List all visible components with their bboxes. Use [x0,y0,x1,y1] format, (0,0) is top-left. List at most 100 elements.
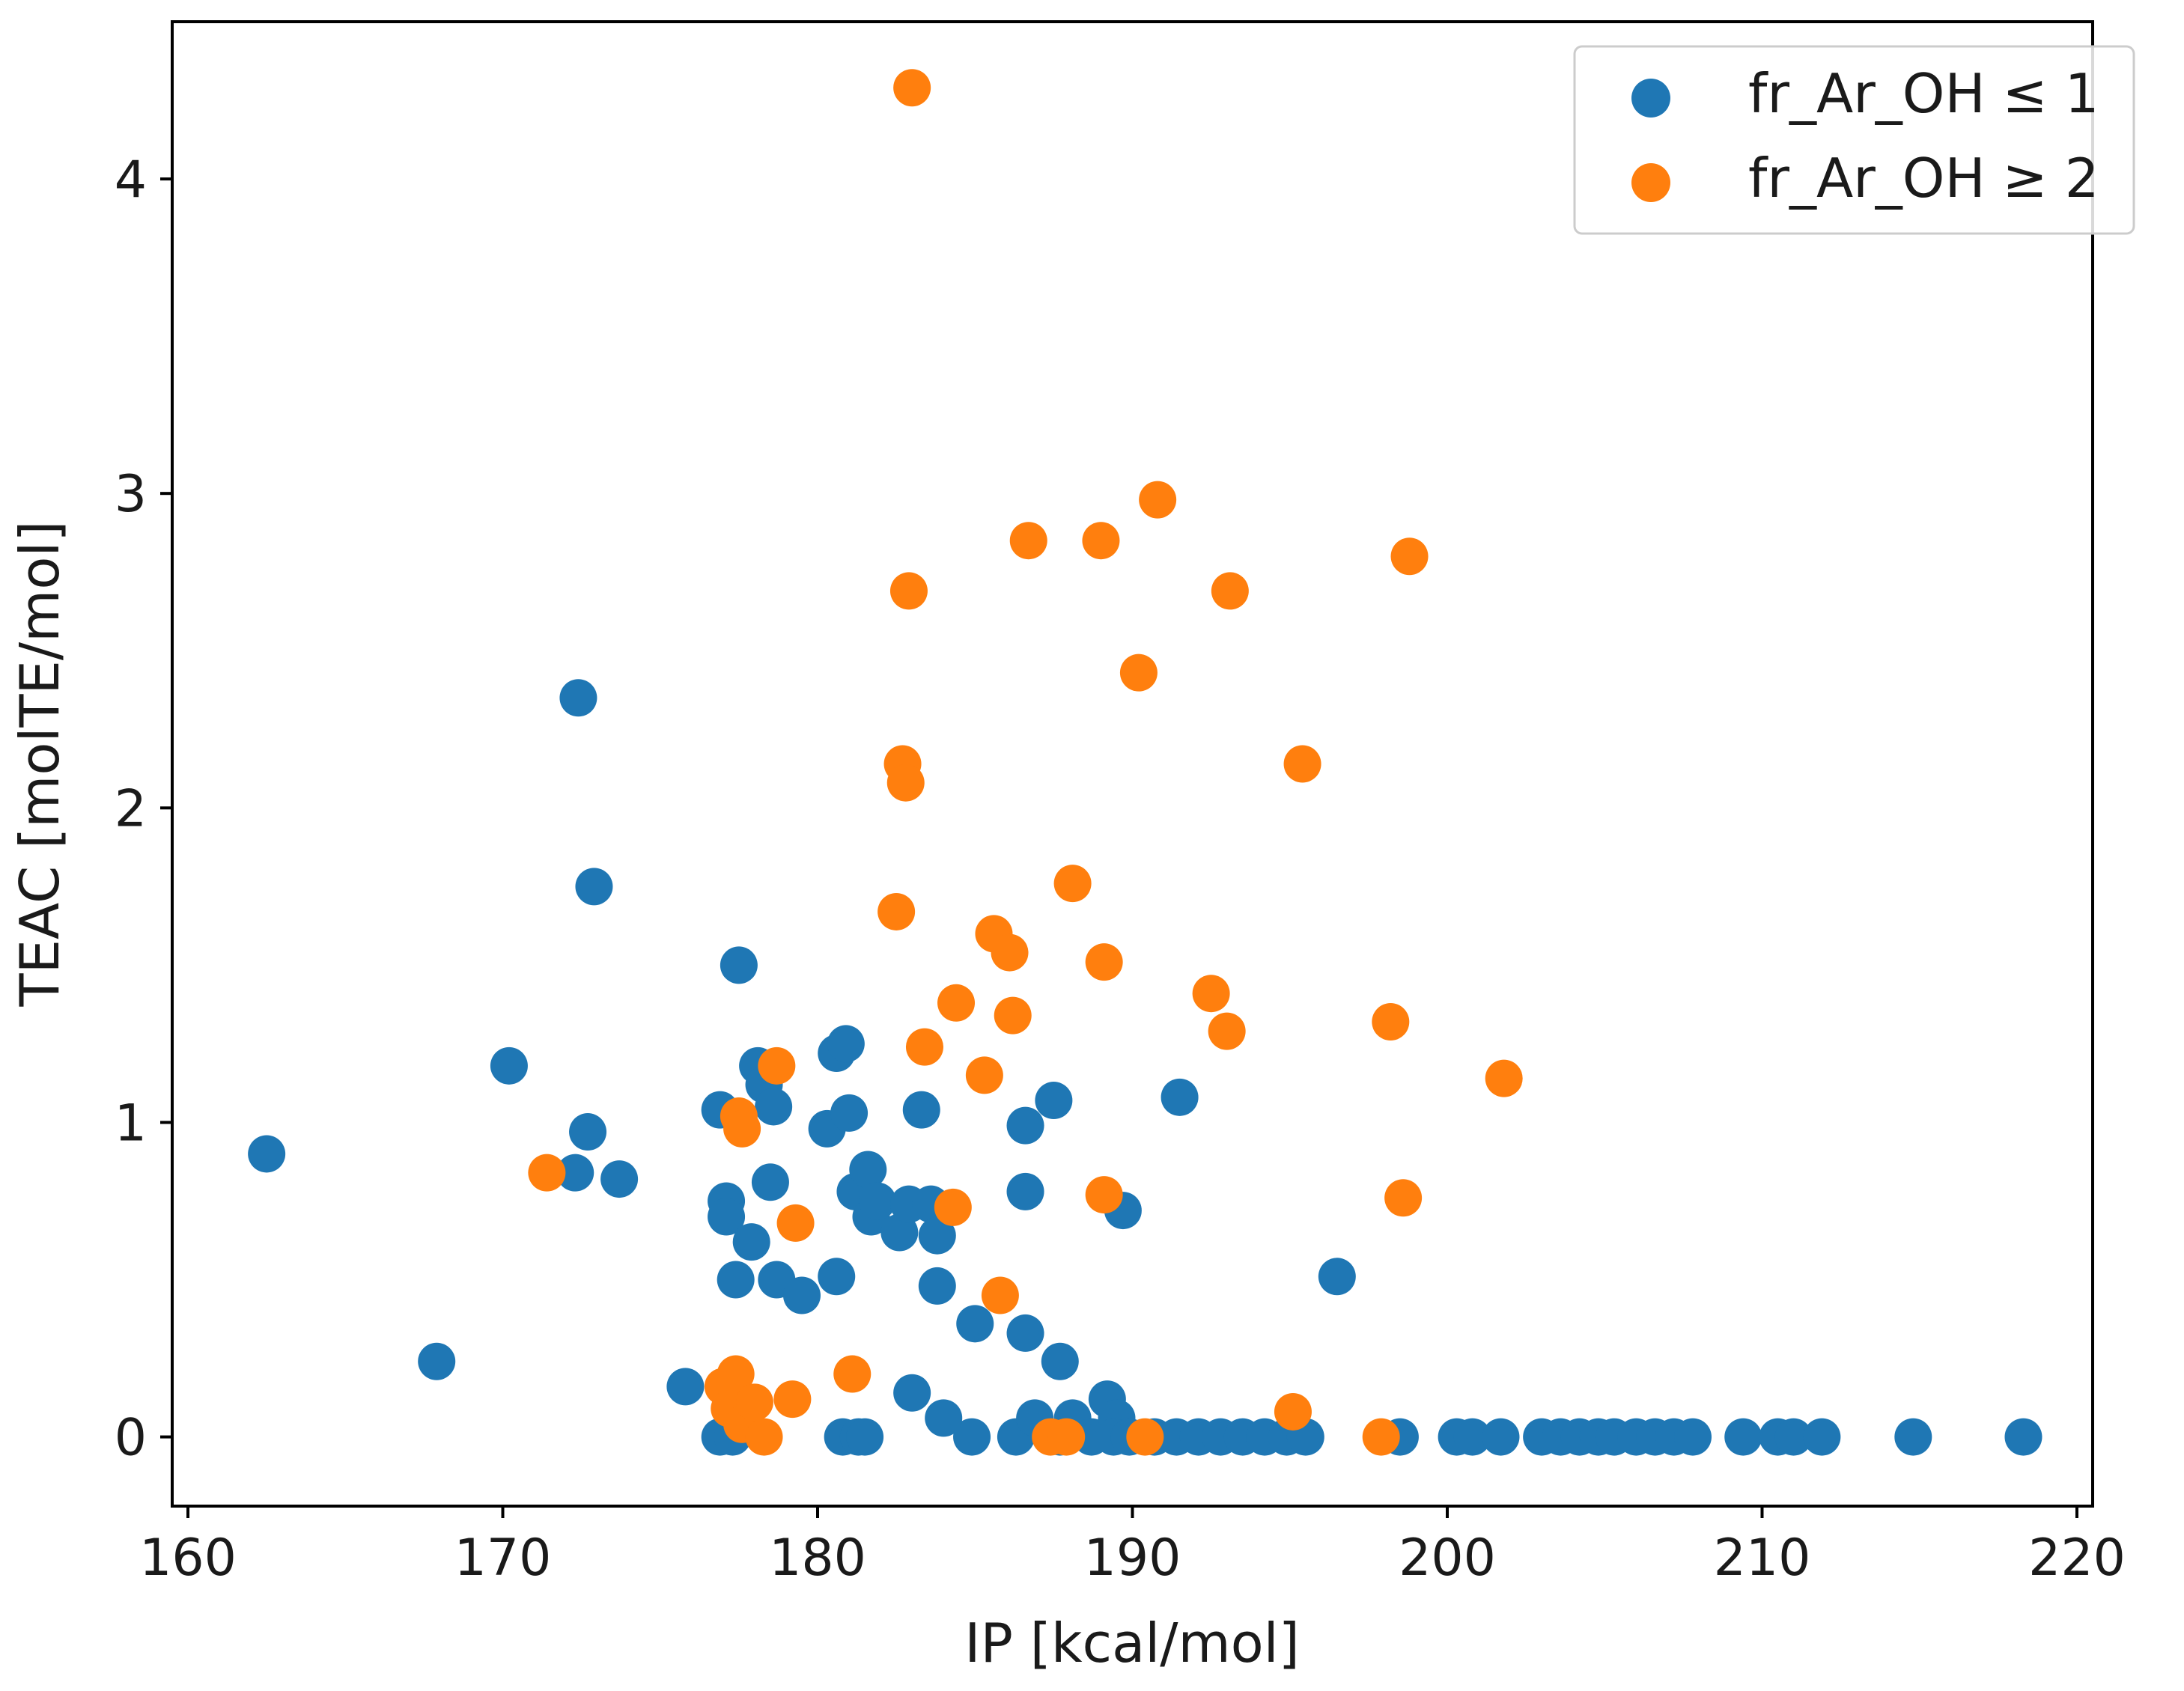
scatter-point-high [1126,1418,1164,1456]
scatter-point-high [991,933,1029,972]
scatter-point-high [1139,481,1177,519]
scatter-point-low [1774,1418,1813,1456]
scatter-point-low [1041,1342,1079,1380]
scatter-point-high [1362,1418,1400,1456]
scatter-point-high [528,1154,566,1192]
data-points [248,69,2042,1456]
scatter-point-low [732,1223,770,1261]
scatter-point-low [569,1113,607,1151]
scatter-point-high [776,1204,815,1242]
scatter-point-high [758,1046,796,1085]
scatter-point-high [1009,522,1047,560]
legend-label-low: fr_Ar_OH ≤ 1 [1748,62,2099,125]
scatter-point-low [1161,1078,1199,1116]
scatter-point-high [1085,943,1123,981]
scatter-point-low [925,1399,963,1437]
legend-box [1573,45,2135,235]
scatter-point-high [1211,572,1249,610]
scatter-point-low [1803,1418,1841,1456]
scatter-point-high [1485,1059,1523,1097]
scatter-point-low [818,1258,856,1296]
scatter-point-low [1724,1418,1762,1456]
scatter-point-high [1283,745,1321,783]
x-tick-label: 200 [1399,1529,1496,1588]
scatter-point-high [735,1383,773,1422]
y-tick-label: 4 [115,150,147,210]
scatter-point-high [934,1188,972,1226]
scatter-point-low [490,1046,528,1085]
scatter-point-high [773,1380,812,1419]
scatter-point-low [893,1374,931,1412]
scatter-point-low [846,1418,884,1456]
legend-label-high: fr_Ar_OH ≥ 2 [1748,147,2099,210]
scatter-point-low [2004,1418,2042,1456]
scatter-point-low [1453,1418,1491,1456]
x-tick-label: 180 [769,1529,866,1588]
scatter-point-low [1006,1106,1044,1145]
scatter-point-high [1208,1012,1246,1050]
scatter-point-high [965,1056,1003,1094]
scatter-point-low [575,868,613,906]
y-tick-label: 1 [115,1094,147,1153]
scatter-point-low [720,946,758,984]
scatter-point-high [1390,537,1429,576]
scatter-point-low [666,1368,705,1406]
scatter-point-low [708,1198,746,1236]
scatter-point-high [1372,1003,1410,1041]
x-tick-label: 190 [1084,1529,1181,1588]
x-tick-label: 170 [454,1529,552,1588]
scatter-point-high [994,996,1032,1035]
scatter-point-low [600,1160,639,1198]
legend-marker-high [1631,163,1670,202]
scatter-point-low [1006,1172,1044,1210]
scatter-point-low [751,1163,789,1201]
scatter-point-high [981,1276,1019,1314]
scatter-point-low [782,1276,821,1314]
scatter-point-high [1047,1418,1086,1456]
scatter-point-high [745,1418,783,1456]
scatter-point-low [1482,1418,1520,1456]
scatter-point-high [905,1028,943,1066]
x-tick-label: 160 [139,1529,237,1588]
scatter-point-high [723,1109,761,1148]
y-axis-ticks: 0 1 2 3 4 [115,150,172,1468]
scatter-point-high [717,1355,755,1393]
scatter-point-low [830,1094,869,1132]
scatter-point-high [889,572,928,610]
scatter-point-high [1274,1392,1312,1431]
scatter-point-high [1082,522,1120,560]
scatter-point-high [1119,653,1158,692]
scatter-point-high [877,892,916,930]
scatter-point-low [1894,1418,1932,1456]
y-tick-label: 3 [115,465,147,524]
scatter-point-high [1192,975,1230,1013]
scatter-point-low [953,1418,991,1456]
scatter-point-low [755,1088,793,1126]
legend-marker-low [1631,79,1670,118]
x-axis-label: IP [kcal/mol] [964,1612,1300,1675]
scatter-point-low [418,1342,456,1380]
scatter-point-low [880,1213,919,1252]
y-tick-label: 0 [115,1409,147,1468]
scatter-point-low [918,1216,956,1255]
scatter-point-high [893,69,931,107]
scatter-point-low [858,1182,896,1220]
x-tick-label: 210 [1714,1529,1811,1588]
scatter-point-high [886,764,925,802]
legend: fr_Ar_OH ≤ 1 fr_Ar_OH ≥ 2 [1573,45,2135,235]
scatter-point-low [902,1091,940,1129]
scatter-point-low [1318,1258,1356,1296]
y-axis-label: TEAC [molTE/mol] [8,521,71,1008]
x-axis-ticks: 160 170 180 190 200 210 220 [139,1506,2126,1588]
scatter-point-high [1085,1176,1123,1214]
scatter-point-high [1384,1179,1423,1217]
scatter-point-low [559,679,597,717]
scatter-point-low [556,1154,594,1192]
scatter-point-low [1035,1082,1073,1120]
scatter-point-high [1053,865,1092,903]
x-tick-label: 220 [2028,1529,2126,1588]
scatter-point-low [1673,1418,1712,1456]
scatter-point-low [827,1025,865,1063]
scatter-point-low [849,1151,887,1189]
scatter-point-high [937,984,976,1022]
